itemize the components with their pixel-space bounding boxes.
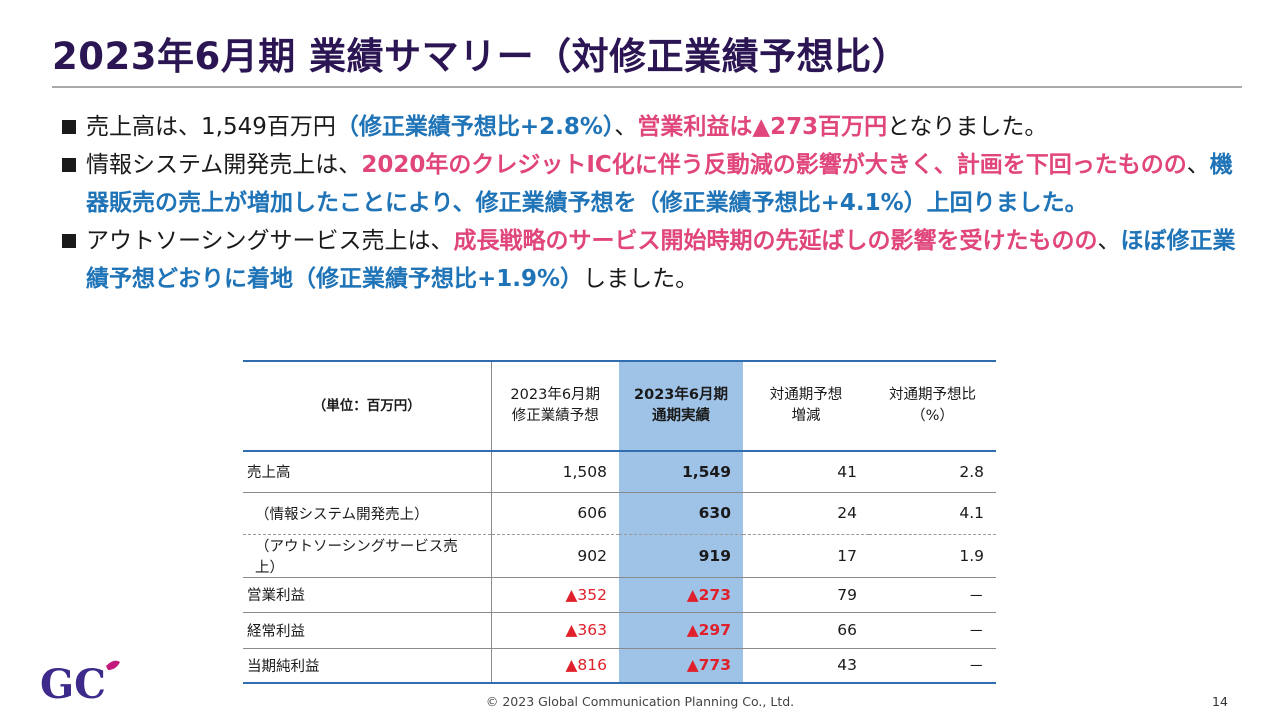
square-bullet-icon — [62, 234, 76, 248]
table-row: 経常利益 ▲363 ▲297 66 － — [243, 612, 996, 648]
ratio-cell: 1.9 — [959, 546, 984, 565]
table-row: 当期純利益 ▲816 ▲773 43 － — [243, 648, 996, 683]
bullet-segment: しました。 — [583, 266, 699, 292]
row-label: 当期純利益 — [247, 658, 320, 675]
forecast-cell: ▲352 — [490, 577, 619, 612]
bullet-segment: （修正業績予想比+2.8%） — [335, 114, 615, 140]
summary-bullets: 売上高は、1,549百万円（修正業績予想比+2.8%）、営業利益は▲273百万円… — [62, 108, 1242, 298]
row-label: 営業利益 — [247, 588, 305, 604]
bullet-item: 売上高は、1,549百万円（修正業績予想比+2.8%）、営業利益は▲273百万円… — [62, 108, 1242, 146]
table-row: 営業利益 ▲352 ▲273 79 － — [243, 577, 996, 612]
ratio-cell: － — [968, 622, 984, 640]
ratio-cell: 2.8 — [959, 462, 984, 481]
unit-label: （単位：百万円） — [243, 360, 491, 452]
actual-cell: ▲297 — [619, 612, 743, 648]
bullet-segment: ほぼ修正業績予想どおりに着地（修正業績予想比+1.9%） — [86, 228, 1236, 292]
actual-cell: ▲773 — [619, 648, 743, 683]
row-label: （情報システム開発売上） — [255, 506, 429, 523]
bullet-segment: 売上高は、1,549百万円 — [86, 114, 336, 140]
table-row: （アウトソーシングサービス売上） 902 919 17 1.9 — [243, 534, 996, 577]
bullet-segment: アウトソーシングサービス売上は、 — [86, 228, 454, 254]
forecast-cell: 1,508 — [490, 451, 619, 492]
slide-title: 2023年6月期 業績サマリー（対修正業績予想比） — [52, 35, 910, 78]
square-bullet-icon — [62, 158, 76, 172]
square-bullet-icon — [62, 120, 76, 134]
bullet-segment: 成長戦略のサービス開始時期の先延ばしの影響を受けたものの — [453, 228, 1098, 254]
diff-cell: 24 — [837, 504, 857, 522]
bullet-segment: 営業利益は▲273百万円 — [637, 114, 888, 140]
col-header-ratio: 対通期予想比 （%） — [869, 360, 996, 452]
diff-cell: 17 — [837, 546, 857, 565]
forecast-cell: 606 — [490, 492, 619, 534]
table-row: （情報システム開発売上） 606 630 24 4.1 — [243, 492, 996, 534]
forecast-cell: ▲816 — [490, 648, 619, 683]
table-row: 売上高 1,508 1,549 41 2.8 — [243, 451, 996, 492]
ratio-cell: － — [968, 657, 984, 676]
diff-cell: 43 — [837, 656, 857, 675]
svg-text:GC: GC — [40, 661, 106, 706]
ratio-cell: 4.1 — [959, 504, 984, 522]
bullet-segment: 機器販売の売上が増加したことにより、修正業績予想を（修正業績予想比+4.1%）上… — [86, 152, 1233, 216]
col-header-actual: 2023年6月期 通期実績 — [619, 360, 743, 452]
actual-cell: 1,549 — [619, 451, 743, 492]
diff-cell: 41 — [837, 462, 857, 481]
col-header-forecast: 2023年6月期 修正業績予想 — [490, 360, 619, 452]
bullet-segment: となりました。 — [887, 114, 1048, 140]
actual-cell: 630 — [619, 492, 743, 534]
diff-cell: 66 — [837, 621, 857, 639]
ratio-cell: － — [968, 586, 984, 605]
table-header-row: （単位：百万円） 2023年6月期 修正業績予想 2023年6月期 通期実績 対通期… — [243, 360, 996, 452]
title-divider — [52, 86, 1242, 88]
bullet-item: アウトソーシングサービス売上は、成長戦略のサービス開始時期の先延ばしの影響を受け… — [62, 222, 1242, 298]
forecast-cell: 902 — [490, 534, 619, 577]
bullet-segment: 、 — [614, 114, 638, 140]
actual-cell: ▲273 — [619, 577, 743, 612]
row-label: 経常利益 — [247, 623, 305, 640]
copyright-footer: © 2023 Global Communication Planning Co.… — [485, 694, 795, 709]
actual-cell: 919 — [619, 534, 743, 577]
bullet-segment: 情報システム開発売上は、 — [86, 152, 362, 178]
company-logo: GC — [40, 660, 120, 706]
diff-cell: 79 — [837, 585, 857, 604]
bullet-segment: 、 — [1097, 228, 1121, 254]
row-label: （アウトソーシングサービス売上） — [255, 538, 458, 576]
bullet-segment: 2020年のクレジットIC化に伴う反動減の影響が大きく、計画を下回ったものの — [361, 152, 1187, 178]
financial-summary-table: （単位：百万円） 2023年6月期 修正業績予想 2023年6月期 通期実績 対通期… — [243, 360, 996, 684]
bullet-segment: 、 — [1186, 152, 1210, 178]
bullet-item: 情報システム開発売上は、2020年のクレジットIC化に伴う反動減の影響が大きく、… — [62, 146, 1242, 222]
col-header-diff: 対通期予想 増減 — [743, 360, 869, 452]
row-label: 売上高 — [247, 465, 291, 482]
page-number: 14 — [1212, 694, 1228, 709]
forecast-cell: ▲363 — [490, 612, 619, 648]
